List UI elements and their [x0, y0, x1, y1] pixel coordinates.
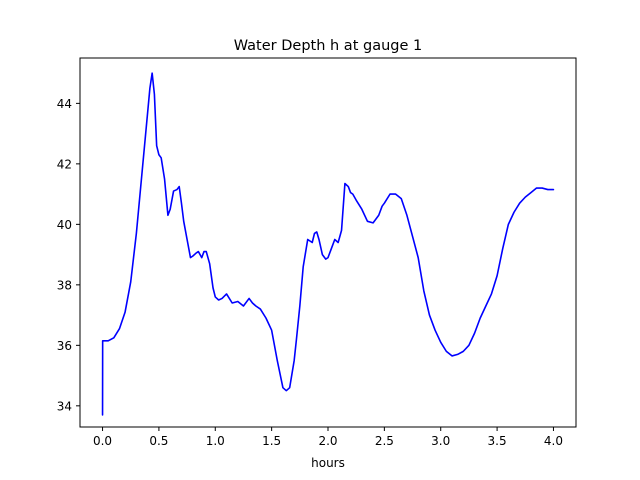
x-tick-label: 1.0: [206, 434, 225, 448]
x-tick-label: 2.0: [318, 434, 337, 448]
x-tick-label: 3.0: [431, 434, 450, 448]
x-axis-ticks: 0.0 0.5 1.0 1.5 2.0 2.5 3.0 3.5 4.0: [93, 427, 563, 448]
x-tick-label: 0.5: [149, 434, 168, 448]
y-tick-label: 38: [57, 278, 72, 292]
y-tick-label: 36: [57, 339, 72, 353]
x-axis-label: hours: [311, 456, 345, 470]
y-axis-ticks: 34 36 38 40 42 44: [57, 97, 80, 413]
y-tick-label: 44: [57, 97, 72, 111]
chart-title: Water Depth h at gauge 1: [234, 38, 422, 54]
plot-area-frame: [79, 57, 577, 428]
x-tick-label: 3.5: [488, 434, 507, 448]
x-tick-label: 1.5: [262, 434, 281, 448]
y-tick-label: 42: [57, 157, 72, 171]
y-tick-label: 40: [57, 218, 72, 232]
x-tick-label: 2.5: [375, 434, 394, 448]
x-tick-label: 0.0: [93, 434, 112, 448]
y-tick-label: 34: [57, 399, 72, 413]
series-line-0: [101, 72, 555, 416]
series-group: [101, 72, 555, 416]
x-tick-label: 4.0: [544, 434, 563, 448]
